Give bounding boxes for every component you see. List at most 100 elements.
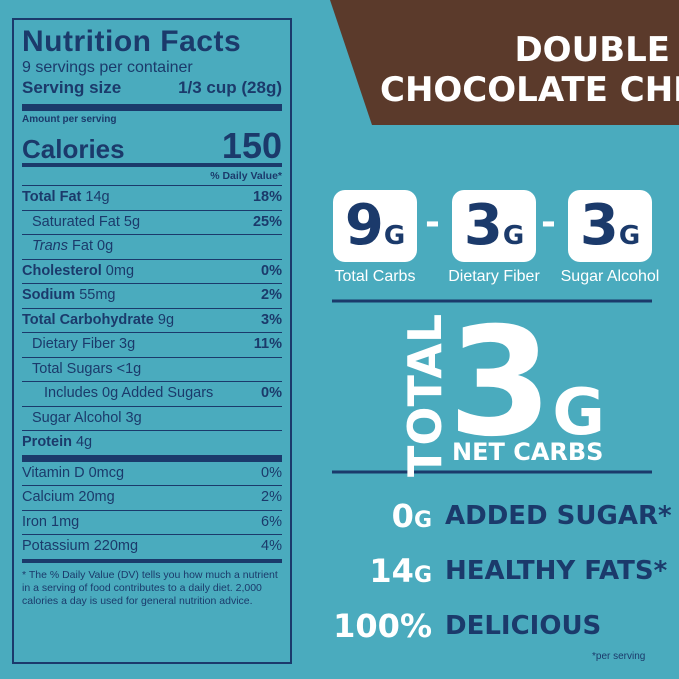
vitamin-dv: 6% bbox=[261, 513, 282, 530]
nutrient-name: Total Carbohydrate bbox=[22, 311, 154, 328]
carb-box: 3G bbox=[568, 190, 652, 262]
nutrient-amount: 14g bbox=[85, 189, 110, 205]
nutrient: Trans Fat 0g bbox=[22, 235, 113, 259]
carb-box: 3G bbox=[452, 190, 536, 262]
banner: DOUBLE CHOCOLATE CHIP bbox=[380, 30, 679, 110]
nutrient: Protein 4g bbox=[22, 431, 92, 455]
nutrient-rows: Total Fat 14g 18% Saturated Fat 5g 25% Trans… bbox=[22, 185, 282, 455]
nutrient: Sugar Alcohol 3g bbox=[22, 407, 142, 431]
nutrient-name: Saturated Fat bbox=[32, 213, 120, 230]
nutrient-row: Cholesterol 0mg 0% bbox=[22, 258, 282, 284]
carb-amount: 3 bbox=[463, 193, 503, 258]
nutrient-dv: 11% bbox=[253, 336, 282, 352]
nutrient-amount: Fat 0g bbox=[72, 238, 114, 254]
nutrient: Includes 0g Added Sugars bbox=[22, 382, 213, 406]
nutrient-amount: 5g bbox=[123, 213, 141, 230]
banner-line: DOUBLE bbox=[514, 30, 670, 70]
nutrient-name: Total Sugars bbox=[32, 360, 113, 377]
daily-value-header: % Daily Value* bbox=[210, 170, 282, 182]
claim-amount: 0G bbox=[392, 497, 432, 535]
nutrient-name: Dietary Fiber bbox=[32, 336, 115, 352]
nutrient-amount: 9g bbox=[157, 311, 175, 328]
claim-label: DELICIOUS bbox=[445, 611, 602, 641]
nutrient-row: Total Sugars <1g bbox=[22, 356, 282, 382]
nutrient-row: Total Carbohydrate 9g 3% bbox=[22, 307, 282, 333]
operator: - bbox=[425, 202, 440, 243]
nutrient-name: Sugar Alcohol bbox=[32, 409, 122, 426]
nutrient: Total Sugars <1g bbox=[22, 358, 141, 382]
vitamin-row: Potassium 220mg 4% bbox=[22, 534, 282, 559]
serving-size-value: 1/3 cup (28g) bbox=[178, 78, 282, 97]
vitamin-dv: 2% bbox=[261, 489, 282, 505]
nutrient-name: Total Fat bbox=[22, 189, 82, 205]
claim-value: 14 bbox=[369, 552, 414, 590]
nutrient-name: Trans bbox=[32, 238, 68, 254]
nutrient-dv: 0% bbox=[261, 262, 282, 279]
label-title: Nutrition Facts bbox=[22, 25, 242, 58]
amount-per-serving: Amount per serving bbox=[22, 114, 117, 125]
nutrient-name: Sodium bbox=[22, 287, 76, 303]
claim-amount: 100% bbox=[333, 607, 432, 645]
net-value: 3G bbox=[448, 296, 605, 470]
calories-label: Calories bbox=[22, 134, 125, 164]
carb-unit: G bbox=[383, 221, 406, 251]
vitamin-name: Iron 1mg bbox=[22, 513, 80, 530]
nutrient: Cholesterol 0mg bbox=[22, 260, 134, 284]
label-footnote: * The % Daily Value (DV) tells you how m… bbox=[22, 568, 278, 607]
nutrient-dv: 3% bbox=[261, 311, 282, 328]
net-total: TOTAL bbox=[398, 313, 452, 477]
serving-size: Serving size 1/3 cup (28g) bbox=[22, 78, 282, 98]
net-amount: 3 bbox=[448, 296, 553, 470]
nutrient: Total Fat 14g bbox=[22, 186, 110, 210]
nutrient-amount: 55mg bbox=[79, 287, 116, 303]
nutrient-amount: 3g bbox=[125, 409, 142, 426]
vitamin-dv: 4% bbox=[261, 538, 282, 554]
claim-amount: 14G bbox=[369, 552, 432, 590]
nutrient-dv: 18% bbox=[252, 189, 282, 205]
nutrient-row: Protein 4g bbox=[22, 430, 282, 455]
vitamin-row: Calcium 20mg 2% bbox=[22, 485, 282, 510]
nutrient-amount: 0mg bbox=[105, 262, 135, 279]
banner-bg bbox=[330, 0, 679, 125]
net-label: NET CARBS bbox=[452, 438, 604, 466]
nutrient-amount: 3g bbox=[119, 336, 136, 352]
claim-value: 0 bbox=[391, 497, 414, 535]
footnote: *per serving bbox=[592, 651, 646, 662]
vitamin-name: Potassium 220mg bbox=[22, 538, 139, 554]
carb-amount: 9 bbox=[344, 193, 384, 258]
nutrient: Dietary Fiber 3g bbox=[22, 333, 135, 357]
vitamin-row: Iron 1mg 6% bbox=[22, 509, 282, 535]
carb-unit: G bbox=[618, 221, 641, 251]
nutrient-row: Dietary Fiber 3g 11% bbox=[22, 332, 282, 357]
nutrient-row: Saturated Fat 5g 25% bbox=[22, 209, 282, 235]
vitamin-name: Calcium 20mg bbox=[22, 489, 115, 505]
claim-label: HEALTHY FATS* bbox=[445, 556, 668, 586]
vitamin-rows: Vitamin D 0mcg 0% Calcium 20mg 2% Iron 1mg 6%… bbox=[22, 462, 282, 559]
vitamin-row: Vitamin D 0mcg 0% bbox=[22, 462, 282, 486]
nutrient: Total Carbohydrate 9g bbox=[22, 309, 174, 333]
divider bbox=[22, 454, 282, 462]
operator: - bbox=[541, 202, 556, 243]
claim-unit: G bbox=[413, 508, 432, 533]
claim-unit: G bbox=[413, 563, 432, 588]
nutrient-name: Cholesterol bbox=[22, 262, 102, 279]
claim-label: ADDED SUGAR* bbox=[445, 501, 672, 531]
nutrient-row: Total Fat 14g 18% bbox=[22, 185, 282, 210]
net-unit: G bbox=[552, 376, 605, 450]
divider bbox=[22, 104, 282, 111]
nutrient-dv: 25% bbox=[252, 213, 282, 230]
nutrient-dv: 2% bbox=[261, 287, 282, 303]
carb-amount: 3 bbox=[579, 193, 619, 258]
carb-label: Dietary Fiber bbox=[448, 268, 540, 285]
carb-label: Sugar Alcohol bbox=[560, 268, 660, 285]
calories-value: 150 bbox=[221, 125, 282, 166]
nutrient-row: Sugar Alcohol 3g bbox=[22, 405, 282, 431]
nutrient-name: Protein bbox=[22, 434, 72, 450]
nutrient-row: Includes 0g Added Sugars 0% bbox=[22, 381, 282, 406]
servings: 9 servings per container bbox=[22, 59, 193, 76]
nutrition-label: Nutrition Facts 9 servings per container… bbox=[12, 18, 292, 664]
vitamin-name: Vitamin D 0mcg bbox=[22, 464, 125, 481]
divider bbox=[22, 163, 282, 167]
nutrient-amount: <1g bbox=[116, 360, 142, 377]
